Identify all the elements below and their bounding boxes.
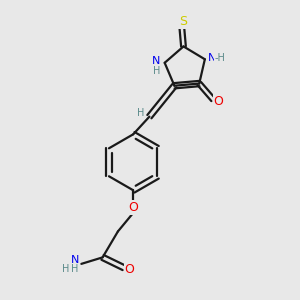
Text: H: H (137, 108, 145, 118)
Text: N: N (208, 53, 216, 63)
Text: -H: -H (215, 53, 226, 63)
Text: N: N (152, 56, 160, 66)
Text: H: H (71, 264, 79, 274)
Text: S: S (179, 15, 187, 28)
Text: N: N (71, 255, 79, 265)
Text: O: O (214, 94, 224, 107)
Text: O: O (125, 263, 135, 276)
Text: H: H (153, 66, 160, 76)
Text: H: H (62, 264, 70, 274)
Text: O: O (128, 201, 138, 214)
